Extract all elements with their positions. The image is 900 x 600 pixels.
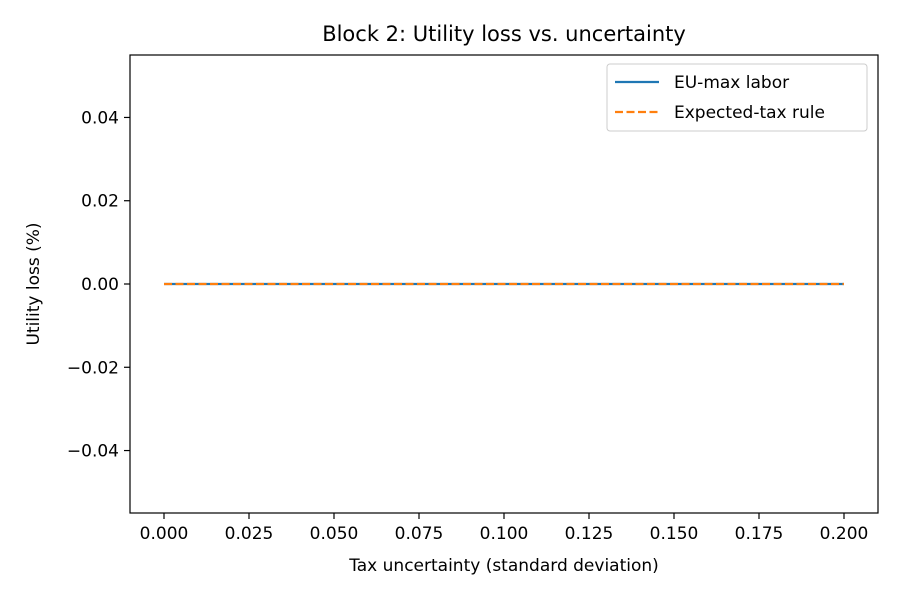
y-axis-label: Utility loss (%) [24,222,44,345]
y-tick-label: 0.00 [81,275,119,295]
y-tick-label: −0.02 [67,358,119,378]
x-tick-label: 0.125 [565,524,614,544]
x-tick-label: 0.050 [310,524,359,544]
x-tick-label: 0.150 [650,524,699,544]
x-axis-label: Tax uncertainty (standard deviation) [348,556,659,576]
legend-label-1: EU-max labor [674,73,789,93]
x-tick-label: 0.075 [395,524,444,544]
y-tick-label: −0.04 [67,442,119,462]
x-tick-label: 0.100 [480,524,529,544]
y-tick-label: 0.04 [81,108,119,128]
x-tick-label: 0.000 [140,524,189,544]
x-tick-label: 0.025 [225,524,274,544]
x-axis: 0.000 0.025 0.050 0.075 0.100 0.125 0.150 0.175… [140,513,869,544]
legend-box [606,63,868,132]
y-tick-label: 0.02 [81,192,119,212]
chart-title: Block 2: Utility loss vs. uncertainty [322,22,686,46]
legend: EU-max labor Expected-tax rule [606,63,868,132]
x-tick-label: 0.200 [820,524,869,544]
legend-label-2: Expected-tax rule [674,103,825,123]
x-tick-label: 0.175 [735,524,784,544]
y-axis: −0.04 −0.02 0.00 0.02 0.04 [67,108,130,462]
